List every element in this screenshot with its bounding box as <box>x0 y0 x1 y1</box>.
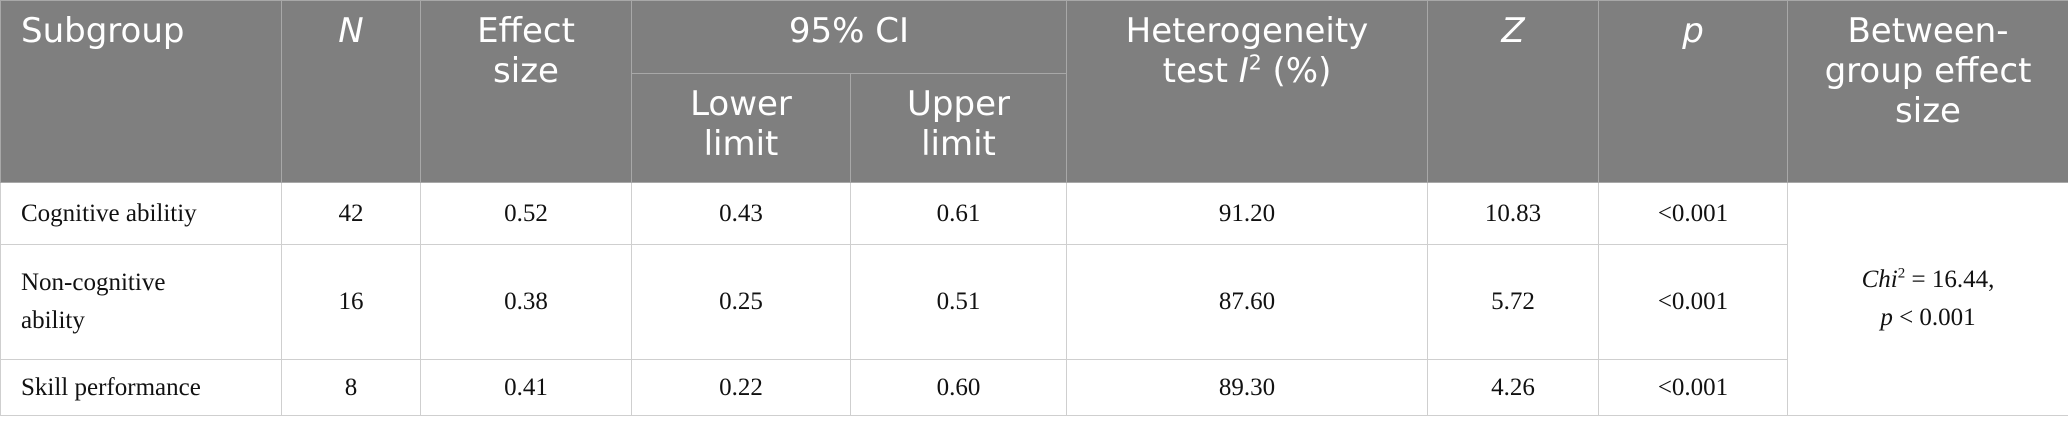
header-text: Upper <box>907 84 1010 124</box>
header-symbol: I <box>1238 51 1249 91</box>
table-cell: <0.001 <box>1598 244 1788 360</box>
table-cell: 10.83 <box>1427 182 1599 245</box>
header-cell: Between-group effect size <box>1787 0 2068 183</box>
table-body: Cognitive abilitiy 42 0.52 0.43 0.61 91.20 10.… <box>0 182 2068 416</box>
header-cell: Lower limit <box>631 73 851 183</box>
cell-text: Chi <box>1861 266 1898 293</box>
header-cell: N <box>281 0 421 183</box>
table-cell: 0.38 <box>420 244 632 360</box>
table-row: Cognitive abilitiy 42 0.52 0.43 0.61 91.20 10.… <box>0 182 2068 416</box>
header-cell: Z <box>1427 0 1599 183</box>
table-cell: 4.26 <box>1427 359 1599 416</box>
cell-text: ability <box>21 307 85 334</box>
table-cell: 87.60 <box>1066 244 1428 360</box>
table-cell: 5.72 <box>1427 244 1599 360</box>
table-cell: 0.60 <box>850 359 1067 416</box>
table-cell: 0.22 <box>631 359 851 416</box>
header-cell: Heterogeneity test I2 (%) <box>1066 0 1428 183</box>
header-cell: Upper limit <box>850 73 1067 183</box>
table-cell: Chi2 = 16.44, p < 0.001 <box>1787 182 2068 416</box>
header-cell: Subgroup <box>0 0 282 183</box>
table-cell: 89.30 <box>1066 359 1428 416</box>
table-cell: <0.001 <box>1598 182 1788 245</box>
header-cell: Effect size <box>420 0 632 183</box>
table-cell: 0.25 <box>631 244 851 360</box>
cell-text: p < 0.001 <box>1796 299 2060 337</box>
header-text: Subgroup <box>21 11 185 51</box>
table-row: Non-cognitive ability 16 0.38 0.25 0.51 87.60 5… <box>0 244 2068 360</box>
table-cell: 0.51 <box>850 244 1067 360</box>
header-text: limit <box>921 124 996 164</box>
header-text: test I2 (%) <box>1075 51 1419 91</box>
cell-text: = 16.44, <box>1911 266 1995 293</box>
header-cell: 95% CI <box>631 0 1067 74</box>
cell-text: Non-cognitive <box>21 269 166 296</box>
cell-text: Cognitive abilitiy <box>21 199 197 227</box>
header-text: Between- <box>1847 11 2009 51</box>
cell-sup: 2 <box>1897 265 1906 282</box>
header-text: (%) <box>1272 51 1332 91</box>
header-sup: 2 <box>1248 50 1262 75</box>
table-cell: 16 <box>281 244 421 360</box>
cell-text: < 0.001 <box>1899 304 1976 331</box>
table-cell: Non-cognitive ability <box>0 244 282 360</box>
table-cell: 42 <box>281 182 421 245</box>
header-text: 95% CI <box>788 11 910 51</box>
results-table: Subgroup N Effect size 95% CI Heterogenei… <box>0 0 2068 416</box>
header-text: Lower <box>690 84 792 124</box>
table-cell: Cognitive abilitiy <box>0 182 282 245</box>
header-cell: p <box>1598 0 1788 183</box>
table-cell: 0.52 <box>420 182 632 245</box>
table-cell: 0.41 <box>420 359 632 416</box>
table-cell: 0.43 <box>631 182 851 245</box>
cell-text: Skill performance <box>21 373 201 401</box>
header-text: Heterogeneity <box>1125 11 1369 51</box>
header-text: p <box>1682 11 1704 51</box>
cell-text: p <box>1880 304 1893 331</box>
header-text: size <box>493 51 559 91</box>
header-text: N <box>338 11 364 51</box>
table-cell: 0.61 <box>850 182 1067 245</box>
table-cell: Skill performance <box>0 359 282 416</box>
header-text: group effect <box>1824 51 2032 91</box>
table-cell: 8 <box>281 359 421 416</box>
table-cell: 91.20 <box>1066 182 1428 245</box>
header-text: limit <box>703 124 779 164</box>
table-cell: <0.001 <box>1598 359 1788 416</box>
header-text: Z <box>1501 11 1525 51</box>
header-text: Effect <box>477 11 575 51</box>
header-text: test <box>1162 51 1228 91</box>
cell-text: Chi2 = 16.44, <box>1796 261 2060 299</box>
table-row: Skill performance 8 0.41 0.22 0.60 89.30 4.26 <… <box>0 359 2068 416</box>
header-text: size <box>1895 91 1961 131</box>
